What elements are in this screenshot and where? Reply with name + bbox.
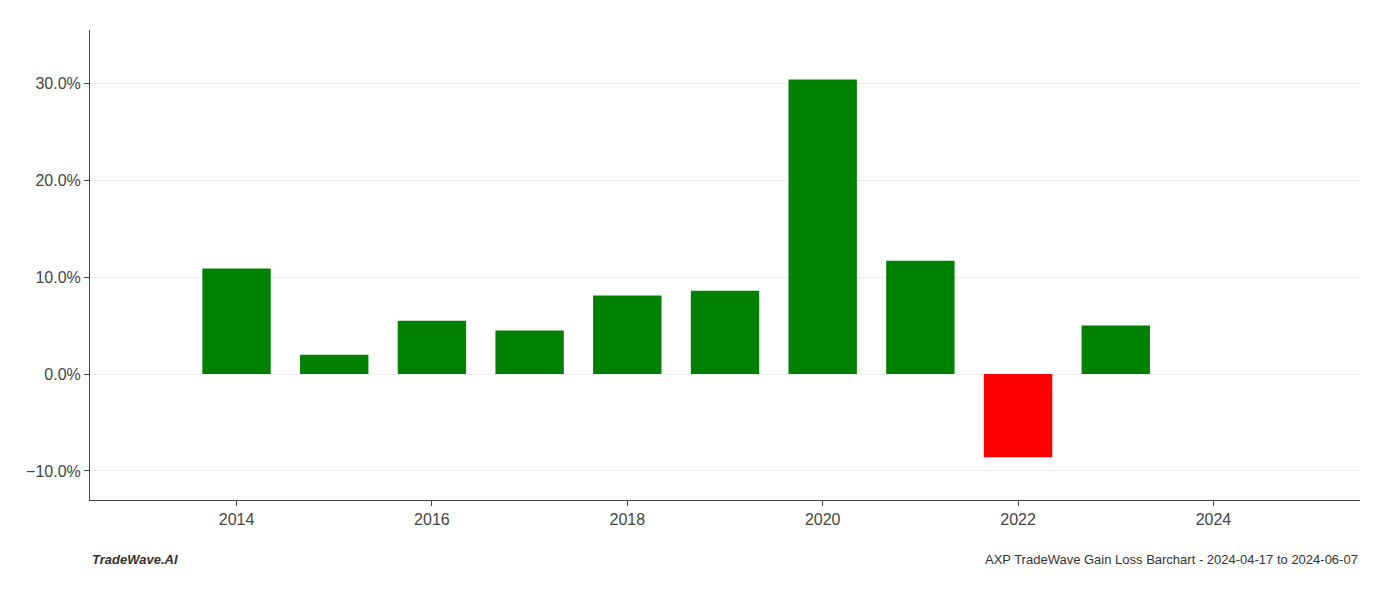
svg-text:10.0%: 10.0% [35,269,80,286]
svg-text:2022: 2022 [1000,511,1036,528]
svg-text:2024: 2024 [1196,511,1232,528]
svg-text:2020: 2020 [805,511,841,528]
svg-text:30.0%: 30.0% [35,75,80,92]
svg-text:20.0%: 20.0% [35,172,80,189]
svg-text:TradeWave.AI: TradeWave.AI [92,552,178,567]
svg-text:2014: 2014 [219,511,255,528]
svg-text:2016: 2016 [414,511,450,528]
svg-text:−10.0%: −10.0% [26,463,81,480]
svg-text:0.0%: 0.0% [44,366,80,383]
svg-text:2018: 2018 [610,511,646,528]
svg-text:AXP TradeWave Gain Loss Barcha: AXP TradeWave Gain Loss Barchart - 2024-… [985,552,1358,567]
